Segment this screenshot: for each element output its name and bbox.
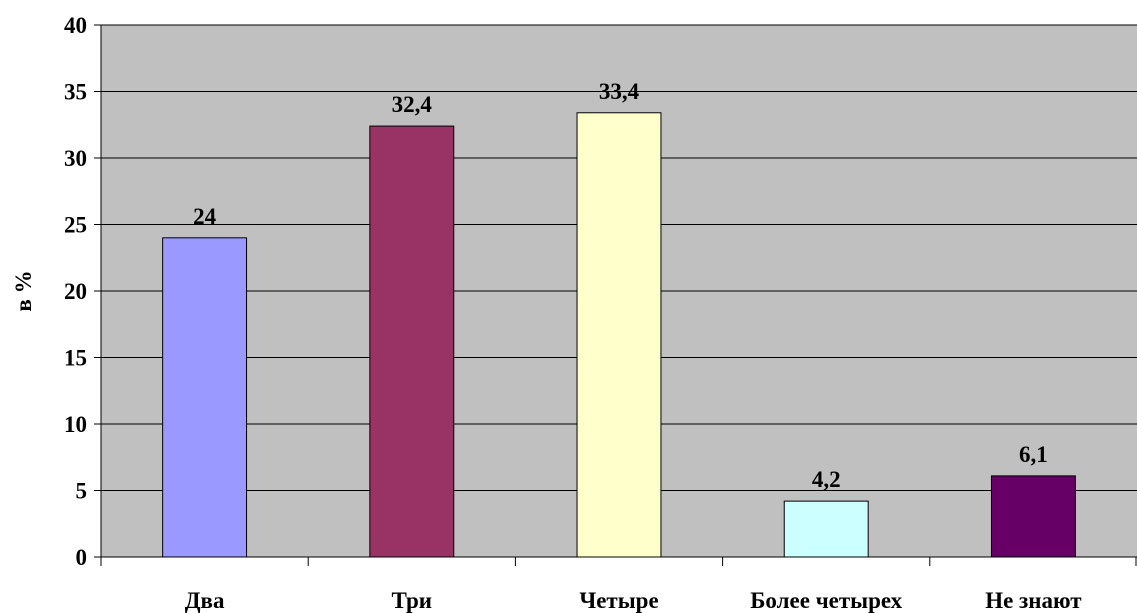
bar <box>162 237 248 558</box>
category-label: Более четырех <box>750 588 902 613</box>
y-tick-label: 10 <box>64 412 87 437</box>
y-tick-label: 30 <box>64 146 87 171</box>
y-tick-label: 5 <box>76 479 88 504</box>
category-label: Три <box>392 588 433 613</box>
y-axis-label: в % <box>11 270 36 311</box>
y-tick-label: 20 <box>64 279 87 304</box>
bar <box>990 475 1076 558</box>
data-label: 32,4 <box>392 92 433 117</box>
y-tick-label: 35 <box>64 80 87 105</box>
data-label: 6,1 <box>1019 442 1048 467</box>
x-axis: Два Три Четыре Более четырех Не знают <box>100 556 1137 613</box>
bar <box>576 112 662 558</box>
bar <box>369 125 455 558</box>
category-label: Два <box>185 588 225 613</box>
y-axis: 0 5 10 15 20 25 30 35 40 <box>64 13 102 570</box>
category-label: Четыре <box>579 588 658 613</box>
y-tick-label: 0 <box>76 545 88 570</box>
bar <box>783 500 869 558</box>
bars <box>162 112 1076 558</box>
data-label: 24 <box>193 204 217 229</box>
category-label: Не знают <box>985 588 1082 613</box>
data-label: 4,2 <box>812 467 841 492</box>
data-label: 33,4 <box>599 79 640 104</box>
y-tick-label: 25 <box>64 213 87 238</box>
y-tick-label: 40 <box>64 13 87 38</box>
data-labels: 24 32,4 33,4 4,2 6,1 <box>193 79 1048 492</box>
y-tick-label: 15 <box>64 346 87 371</box>
